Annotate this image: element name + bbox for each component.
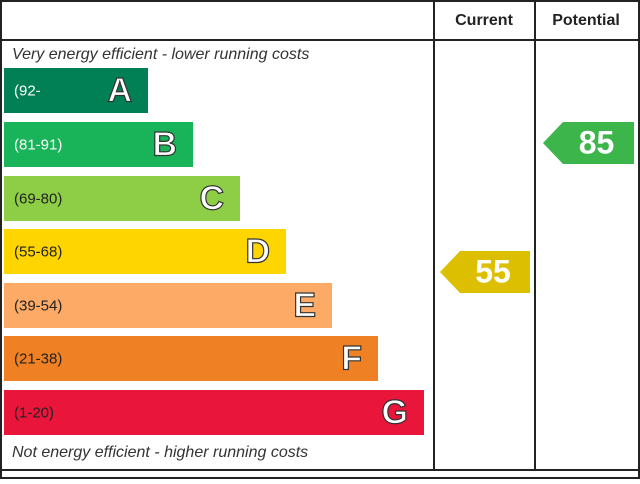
band-range: (55-68) xyxy=(14,243,62,260)
band-letter: A xyxy=(107,71,132,109)
band-range: (1-20) xyxy=(14,404,54,421)
current-arrow xyxy=(440,251,530,293)
current-header: Current xyxy=(455,12,513,29)
band-bar xyxy=(4,283,332,328)
band-bar xyxy=(4,229,286,274)
band-letter: E xyxy=(293,286,316,324)
top-note: Very energy efficient - lower running co… xyxy=(12,46,309,63)
band-range: (21-38) xyxy=(14,350,62,367)
band-range: (92- xyxy=(14,82,41,99)
band-range: (69-80) xyxy=(14,190,62,207)
band-bar xyxy=(4,176,240,221)
potential-value: 85 xyxy=(579,124,615,160)
bottom-note: Not energy efficient - higher running co… xyxy=(12,444,308,461)
band-letter: B xyxy=(152,125,177,163)
band-letter: F xyxy=(341,339,362,377)
band-bar xyxy=(4,68,148,113)
potential-header: Potential xyxy=(552,12,620,29)
band-bar xyxy=(4,122,193,167)
band-bar xyxy=(4,390,424,435)
current-value: 55 xyxy=(475,253,511,289)
band-range: (39-54) xyxy=(14,297,62,314)
band-bar xyxy=(4,336,378,381)
band-letter: G xyxy=(382,393,408,431)
potential-arrow xyxy=(543,122,634,164)
band-letter: D xyxy=(245,232,270,270)
band-range: (81-91) xyxy=(14,136,62,153)
band-letter: C xyxy=(199,179,224,217)
